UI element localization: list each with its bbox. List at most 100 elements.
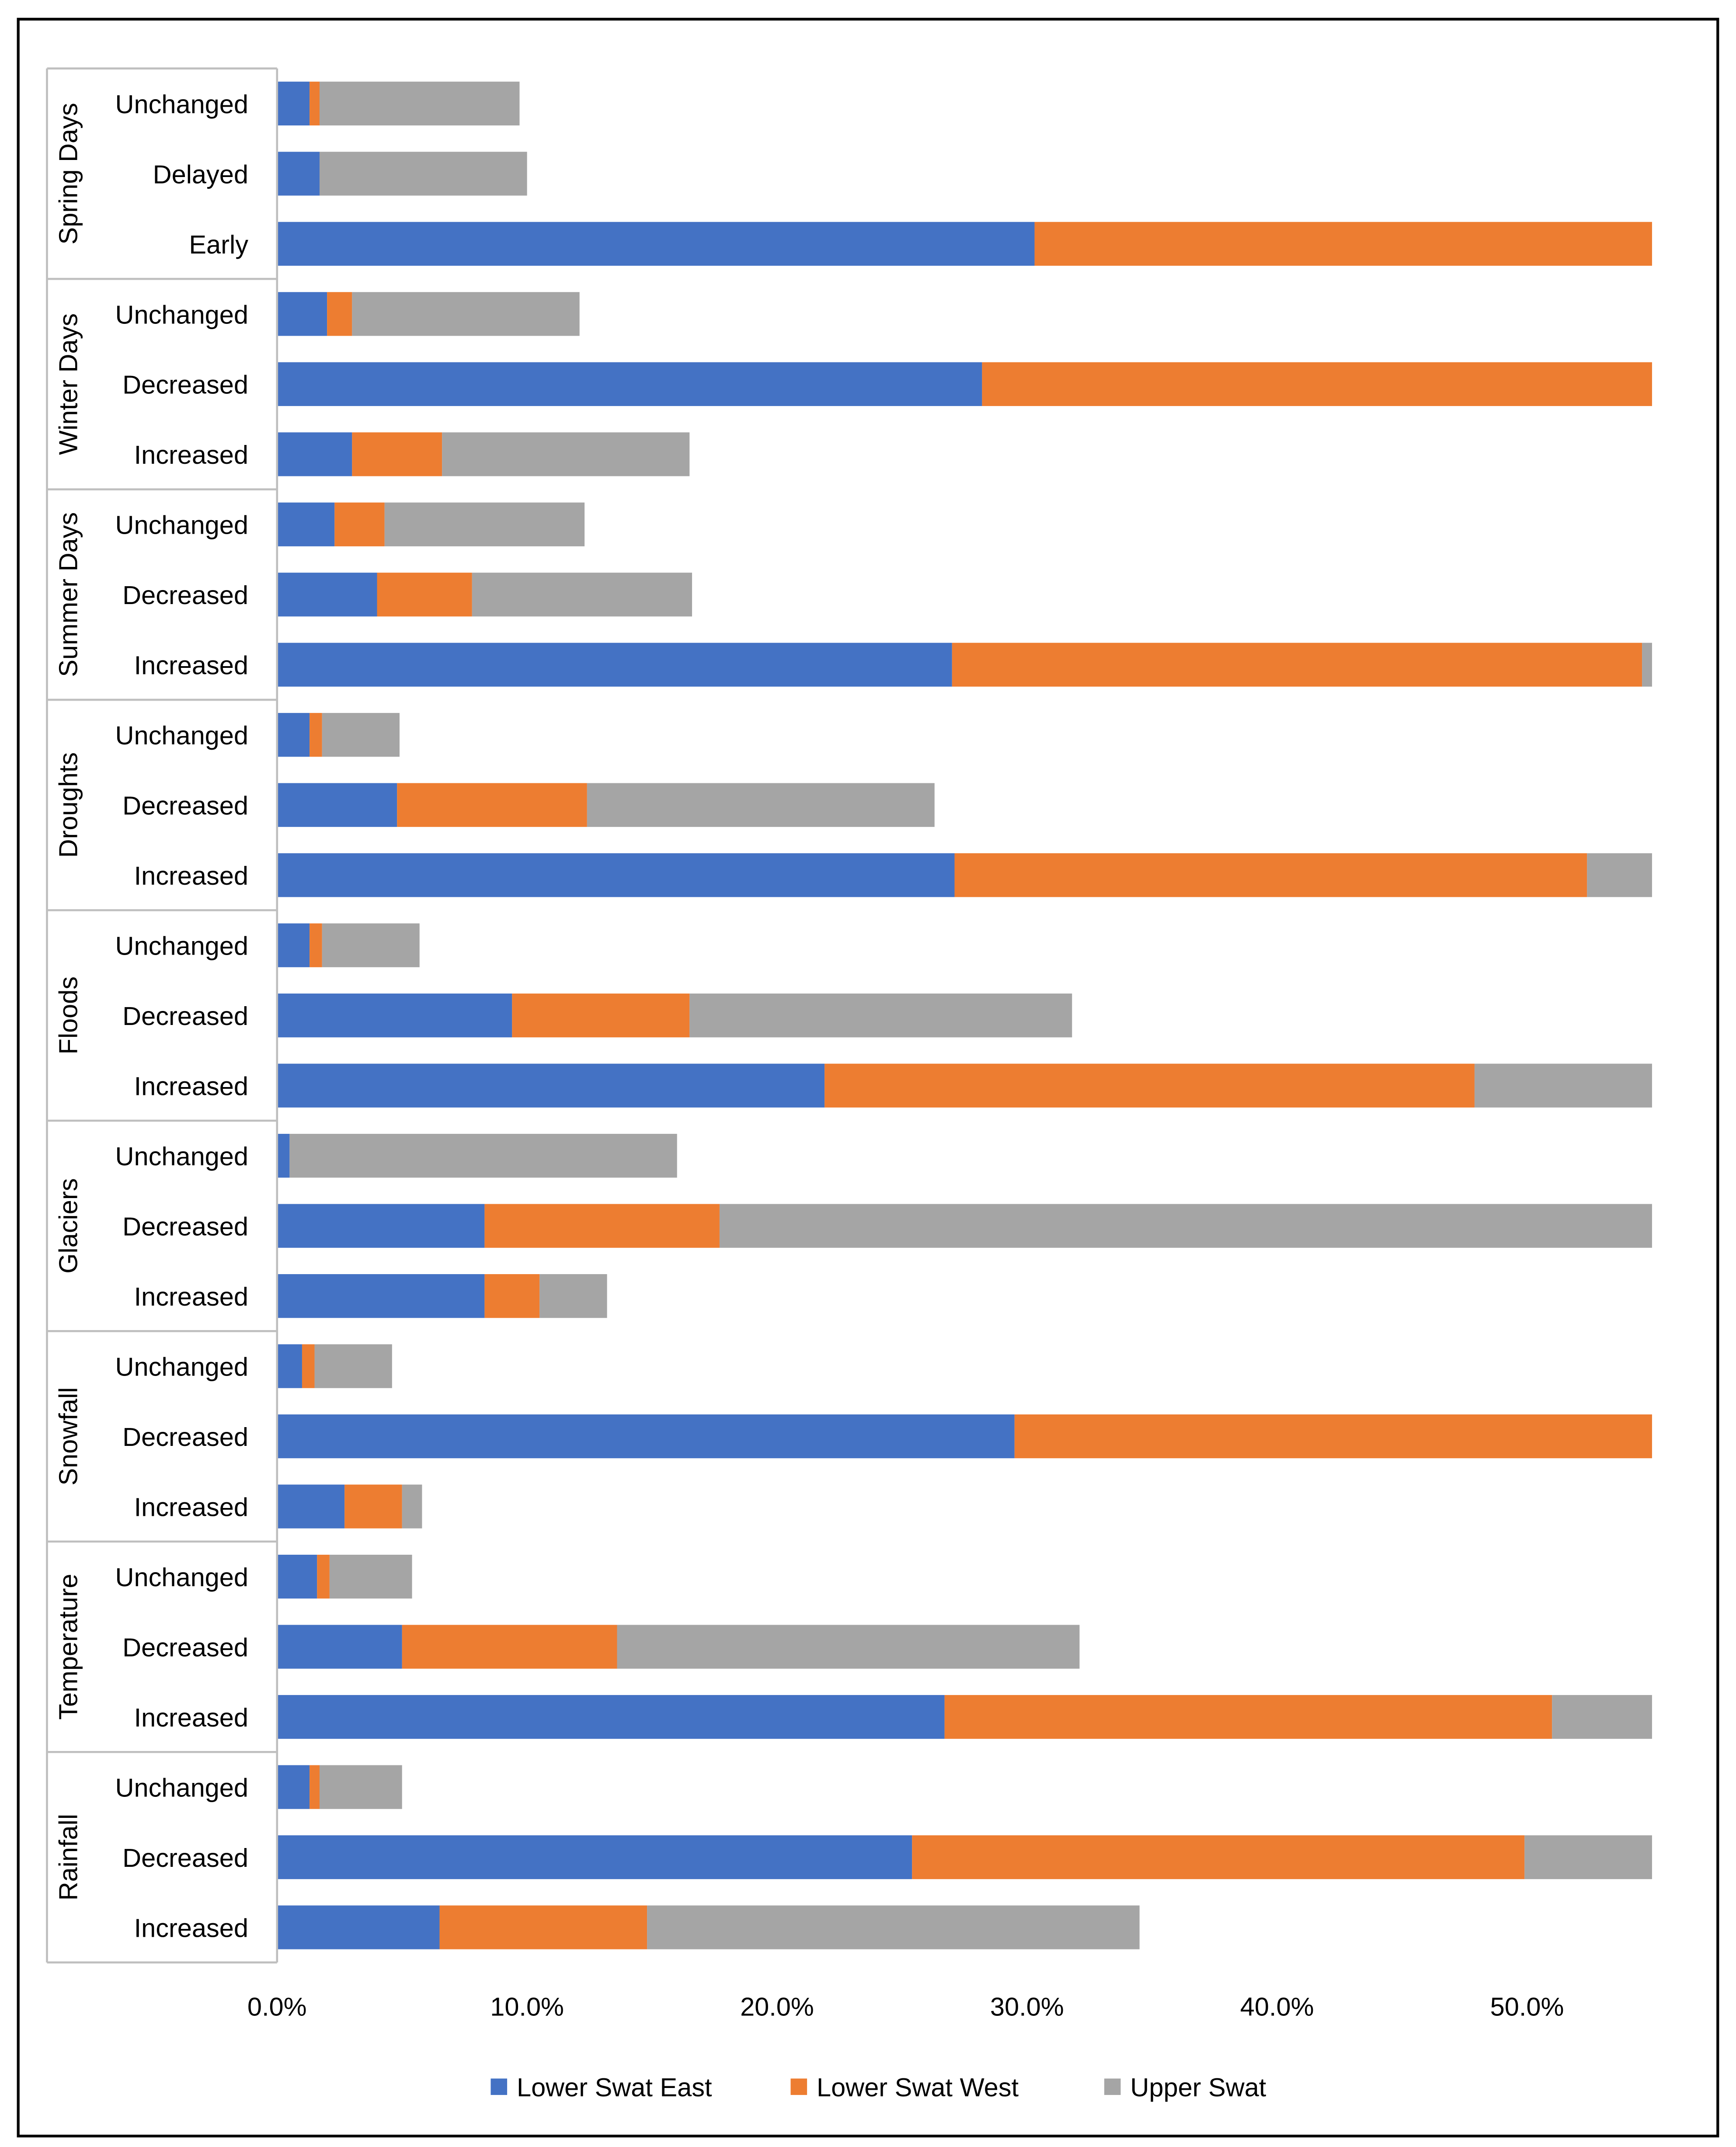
bar-glaciers-increased-series-0	[277, 1274, 485, 1318]
bar-rainfall-increased-series-1	[439, 1905, 647, 1949]
bar-winter-days-decreased-series-1	[982, 362, 1652, 406]
group-label: Glaciers	[53, 1178, 83, 1274]
bar-droughts-increased-series-2	[1587, 853, 1652, 897]
legend-swatch	[790, 2078, 807, 2095]
x-tick-label: 10.0%	[490, 1992, 564, 2021]
bar-temperature-decreased-series-0	[277, 1625, 402, 1669]
category-label: Early	[189, 230, 248, 259]
bar-snowfall-increased-series-2	[402, 1484, 422, 1529]
bar-summer-days-decreased-series-1	[377, 573, 472, 617]
category-label: Increased	[134, 1282, 248, 1311]
bar-spring-days-early-series-0	[277, 222, 1035, 266]
bar-summer-days-increased-series-2	[1642, 643, 1652, 687]
category-label: Increased	[134, 1913, 248, 1942]
bar-droughts-decreased-series-1	[397, 783, 587, 827]
category-label: Decreased	[122, 580, 248, 610]
bar-droughts-decreased-series-2	[587, 783, 935, 827]
category-label: Increased	[134, 1703, 248, 1732]
bar-rainfall-unchanged-series-0	[277, 1765, 310, 1809]
bar-droughts-increased-series-1	[954, 853, 1587, 897]
legend-label: Upper Swat	[1130, 2073, 1266, 2102]
bar-winter-days-unchanged-series-0	[277, 292, 327, 336]
bar-summer-days-unchanged-series-2	[384, 502, 585, 546]
group-label: Winter Days	[53, 313, 83, 455]
category-label: Increased	[134, 651, 248, 680]
bar-droughts-increased-series-0	[277, 853, 955, 897]
category-label: Increased	[134, 440, 248, 469]
bar-rainfall-increased-series-0	[277, 1905, 440, 1949]
group-label: Floods	[53, 976, 83, 1055]
bar-winter-days-unchanged-series-2	[352, 292, 580, 336]
bar-temperature-increased-series-0	[277, 1695, 945, 1739]
bar-rainfall-increased-series-2	[647, 1905, 1140, 1949]
bar-summer-days-decreased-series-0	[277, 573, 377, 617]
bar-glaciers-unchanged-series-0	[277, 1134, 290, 1178]
category-label: Decreased	[122, 370, 248, 400]
category-label: Increased	[134, 1493, 248, 1522]
bar-winter-days-unchanged-series-1	[327, 292, 352, 336]
bar-floods-decreased-series-2	[689, 994, 1072, 1038]
bar-floods-unchanged-series-2	[322, 923, 420, 967]
bars-layer	[277, 81, 1652, 1949]
bar-winter-days-increased-series-1	[352, 432, 442, 476]
category-label: Increased	[134, 1072, 248, 1101]
bar-glaciers-increased-series-2	[539, 1274, 607, 1318]
bar-summer-days-increased-series-0	[277, 643, 952, 687]
x-tick-label: 40.0%	[1240, 1992, 1314, 2021]
bar-droughts-decreased-series-0	[277, 783, 397, 827]
bar-summer-days-unchanged-series-1	[334, 502, 385, 546]
legend-label: Lower Swat West	[817, 2073, 1019, 2102]
category-label: Unchanged	[115, 90, 248, 119]
category-label: Unchanged	[115, 300, 248, 329]
bar-floods-unchanged-series-1	[310, 923, 322, 967]
bar-temperature-decreased-series-1	[402, 1625, 617, 1669]
category-label: Decreased	[122, 791, 248, 820]
bar-temperature-unchanged-series-2	[329, 1554, 412, 1599]
x-tick-label: 50.0%	[1490, 1992, 1564, 2021]
bar-rainfall-decreased-series-1	[912, 1835, 1525, 1879]
category-label: Unchanged	[115, 1142, 248, 1171]
bar-winter-days-increased-series-2	[442, 432, 690, 476]
category-label: Unchanged	[115, 1563, 248, 1592]
bar-summer-days-decreased-series-2	[472, 573, 692, 617]
bar-glaciers-decreased-series-1	[484, 1204, 720, 1248]
bar-rainfall-unchanged-series-1	[310, 1765, 320, 1809]
group-label: Snowfall	[53, 1387, 83, 1486]
bar-spring-days-delayed-series-2	[319, 152, 527, 196]
x-tick-label: 20.0%	[740, 1992, 814, 2021]
bar-temperature-unchanged-series-0	[277, 1554, 317, 1599]
bar-spring-days-unchanged-series-1	[310, 81, 320, 125]
bar-rainfall-decreased-series-2	[1524, 1835, 1652, 1879]
group-label: Spring Days	[53, 103, 83, 244]
bar-droughts-unchanged-series-1	[310, 713, 322, 757]
legend-label: Lower Swat East	[517, 2073, 712, 2102]
bar-rainfall-decreased-series-0	[277, 1835, 912, 1879]
bar-snowfall-unchanged-series-1	[302, 1344, 315, 1388]
bar-snowfall-decreased-series-1	[1014, 1414, 1652, 1459]
category-labels: Unchanged Delayed Early Unchanged Decreased I…	[115, 90, 249, 1943]
category-label: Unchanged	[115, 931, 248, 961]
category-label: Unchanged	[115, 511, 248, 540]
bar-summer-days-increased-series-1	[952, 643, 1642, 687]
bar-glaciers-increased-series-1	[484, 1274, 540, 1318]
bar-floods-unchanged-series-0	[277, 923, 310, 967]
legend: Lower Swat East Lower Swat West Upper Swat	[491, 2073, 1266, 2102]
bar-temperature-unchanged-series-1	[317, 1554, 330, 1599]
bar-snowfall-unchanged-series-2	[314, 1344, 392, 1388]
bar-temperature-increased-series-2	[1552, 1695, 1652, 1739]
x-axis-ticks: 0.0% 10.0% 20.0% 30.0% 40.0% 50.0%	[247, 1992, 1564, 2021]
category-label: Decreased	[122, 1843, 248, 1873]
bar-glaciers-decreased-series-0	[277, 1204, 485, 1248]
group-labels: Spring Days Winter Days Summer Days Drought…	[46, 67, 278, 1964]
category-label: Unchanged	[115, 1352, 248, 1382]
bar-glaciers-decreased-series-2	[719, 1204, 1652, 1248]
bar-floods-decreased-series-0	[277, 994, 512, 1038]
bar-rainfall-unchanged-series-2	[319, 1765, 402, 1809]
x-tick-label: 0.0%	[247, 1992, 307, 2021]
category-label: Decreased	[122, 1212, 248, 1241]
bar-snowfall-unchanged-series-0	[277, 1344, 302, 1388]
bar-floods-increased-series-2	[1474, 1063, 1652, 1108]
group-label: Rainfall	[53, 1814, 83, 1900]
bar-spring-days-early-series-1	[1034, 222, 1652, 266]
